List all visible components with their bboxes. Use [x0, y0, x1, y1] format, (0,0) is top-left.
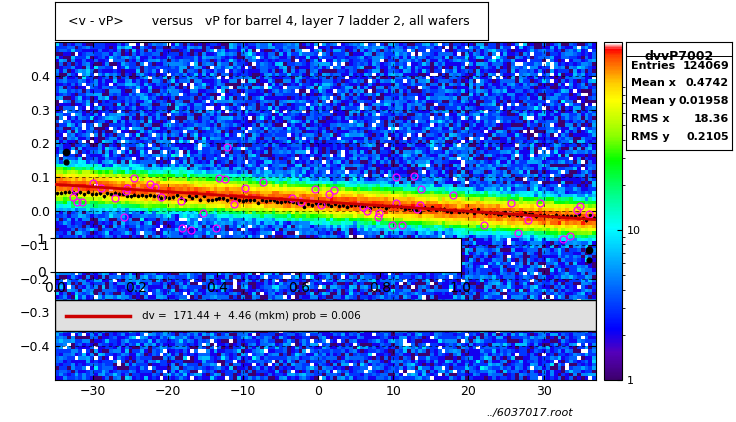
Text: 0.2105: 0.2105 [687, 132, 729, 142]
Bar [55, 300, 596, 331]
Text: dvvP7002: dvvP7002 [644, 50, 714, 63]
Text: RMS x: RMS x [631, 114, 670, 124]
Text: <v - vP>       versus   vP for barrel 4, layer 7 ladder 2, all wafers: <v - vP> versus vP for barrel 4, layer 7… [68, 15, 470, 27]
Text: Mean y: Mean y [631, 96, 676, 106]
Text: 0.4742: 0.4742 [686, 78, 729, 88]
Text: 0.01958: 0.01958 [679, 96, 729, 106]
Text: 124069: 124069 [682, 61, 729, 70]
Text: Entries: Entries [631, 61, 675, 70]
Text: 18.36: 18.36 [694, 114, 729, 124]
Text: RMS y: RMS y [631, 132, 670, 142]
Text: Mean x: Mean x [631, 78, 676, 88]
Text: dv =  171.44 +  4.46 (mkm) prob = 0.006: dv = 171.44 + 4.46 (mkm) prob = 0.006 [141, 311, 361, 321]
Text: ../6037017.root: ../6037017.root [486, 408, 573, 418]
